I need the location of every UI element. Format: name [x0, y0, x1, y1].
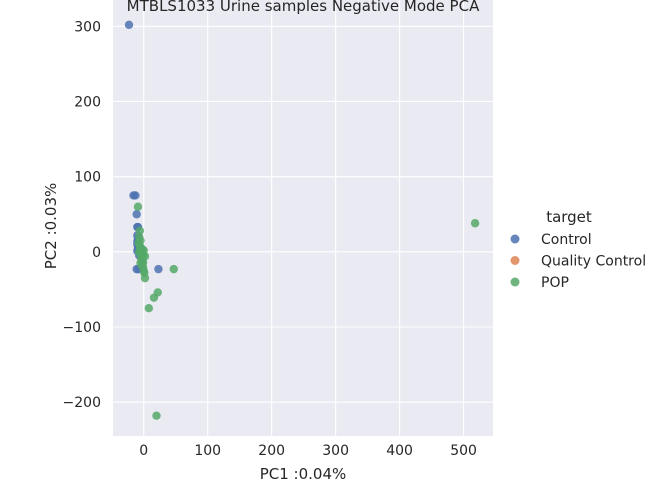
control-point — [154, 264, 163, 274]
control-point — [124, 20, 134, 30]
pop-point — [169, 264, 178, 274]
y-axis-label: PC2 :0.03% — [42, 183, 60, 270]
pop-point — [152, 411, 161, 420]
x-axis-label: PC1 :0.04% — [260, 465, 347, 483]
y-tick-label: 300 — [74, 19, 101, 35]
x-tick-label: 100 — [194, 443, 221, 459]
control-point — [132, 210, 141, 219]
x-tick-label: 500 — [450, 443, 477, 459]
plot-background — [113, 0, 493, 436]
chart-title: MTBLS1033 Urine samples Negative Mode PC… — [127, 0, 480, 15]
control-point — [131, 191, 140, 200]
pop-point — [137, 252, 146, 261]
y-tick-label: −100 — [63, 320, 101, 336]
legend-marker-quality-control — [510, 256, 520, 265]
legend-title: target — [546, 208, 592, 226]
y-tick-label: 0 — [92, 245, 101, 261]
pop-point — [133, 202, 143, 211]
pop-point — [140, 273, 150, 283]
x-tick-label: 400 — [386, 443, 413, 459]
legend-marker-control — [510, 234, 520, 244]
y-tick-label: 100 — [74, 170, 101, 186]
legend-items: Control Quality Control POP — [510, 232, 646, 291]
legend-label-control: Control — [541, 232, 592, 248]
pop-point — [470, 219, 480, 228]
legend-label-pop: POP — [541, 275, 569, 291]
y-tick-label: −200 — [63, 395, 101, 411]
legend-label-quality-control: Quality Control — [541, 254, 646, 270]
pop-point — [149, 293, 159, 302]
legend-marker-pop — [510, 277, 520, 287]
x-tick-label: 300 — [322, 443, 349, 459]
data-points — [124, 20, 480, 420]
x-tick-label: 200 — [258, 443, 285, 459]
y-tick-label: 200 — [74, 94, 101, 110]
grid-lines — [113, 0, 493, 436]
pop-point — [144, 304, 154, 313]
tick-labels: 0 100 200 300 400 500 −200 −100 0 100 200 300 — [63, 19, 477, 459]
x-tick-label: 0 — [139, 443, 148, 459]
legend: target Control Quality Control POP — [510, 208, 646, 291]
